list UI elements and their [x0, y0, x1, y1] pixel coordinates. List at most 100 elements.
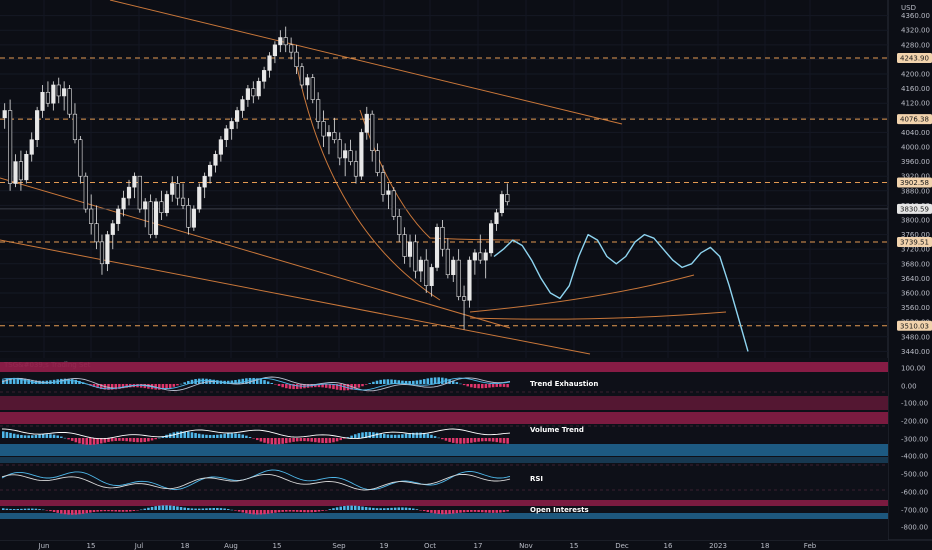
open-interest-bar: [346, 505, 350, 510]
volume-trend-bar: [89, 438, 92, 445]
open-interest-bar: [462, 510, 466, 513]
volume-trend-bar: [252, 438, 255, 439]
volume-trend-bar: [107, 438, 110, 442]
volume-trend-bar: [45, 434, 49, 438]
trend-exhaustion-bar: [335, 384, 339, 390]
price-tag-label: 4076.38: [900, 116, 929, 124]
candle-body: [278, 37, 283, 46]
candle-body: [375, 150, 380, 173]
open-interest-bar: [459, 510, 462, 513]
candle-body: [267, 55, 272, 71]
open-interest-bar: [437, 510, 440, 514]
volume-trend-bar: [491, 438, 495, 442]
open-interest-bar: [27, 508, 30, 510]
volume-trend-bar: [237, 433, 241, 438]
time-tick-label: 15: [570, 542, 579, 550]
open-interest-bar: [408, 507, 411, 510]
open-interest-bar: [314, 510, 317, 513]
open-interest-bar: [38, 509, 41, 510]
price-tag: [897, 114, 932, 125]
trend-exhaustion-bar: [158, 384, 161, 390]
price-tag: [897, 53, 932, 64]
candle-body: [94, 223, 99, 243]
trend-exhaustion-bar: [499, 384, 502, 387]
blue-band: [0, 444, 888, 456]
volume-trend-bar: [332, 438, 335, 443]
pink-band: [0, 396, 888, 410]
trend-exhaustion-bar: [263, 380, 266, 384]
open-interest-bar: [401, 507, 404, 510]
open-interest-bar: [67, 510, 70, 515]
candle-body: [2, 110, 7, 119]
trend-exhaustion-bar: [259, 379, 263, 384]
open-interest-bar: [78, 510, 81, 515]
trend-exhaustion-bar: [372, 381, 375, 384]
candle-body: [235, 110, 240, 122]
open-interest-bar: [386, 508, 390, 510]
trend-exhaustion-bar: [506, 384, 509, 388]
volume-trend-bar: [422, 432, 426, 438]
open-interest-bar: [277, 510, 281, 513]
candle-body: [137, 175, 142, 210]
trend-exhaustion-bar: [484, 384, 488, 389]
price-tick-label: 4000.00: [901, 144, 930, 152]
candle-body: [148, 201, 153, 235]
volume-trend-bar: [179, 431, 183, 438]
trend-exhaustion-bar: [390, 379, 393, 384]
price-tick-label: 3480.00: [901, 333, 930, 341]
trend-exhaustion-bar: [488, 384, 491, 388]
trend-exhaustion-bar: [426, 378, 430, 384]
candle-body: [359, 132, 364, 177]
volume-trend-bar: [343, 438, 346, 439]
trend-exhaustion-bar: [422, 379, 426, 384]
open-interest-bar: [179, 507, 183, 510]
open-interest-bar: [165, 505, 168, 510]
trend-exhaustion-bar: [473, 384, 477, 388]
candle-body: [256, 81, 261, 97]
open-interest-bar: [259, 510, 263, 515]
open-interest-bar: [372, 507, 375, 510]
candle-body: [153, 201, 159, 235]
open-interest-bar: [285, 510, 288, 512]
volume-trend-line: [1, 428, 511, 440]
candle-body: [326, 132, 332, 137]
candle-body: [332, 132, 337, 141]
candle-body: [116, 208, 121, 224]
open-interest-bar: [390, 507, 393, 510]
open-interest-bar: [107, 510, 110, 512]
volume-trend-bar: [49, 434, 52, 438]
volume-trend-bar: [259, 438, 263, 442]
candle-body: [478, 252, 483, 261]
volume-trend-bar: [459, 438, 462, 444]
volume-trend-bar: [353, 434, 357, 438]
trend-exhaustion-bar: [448, 379, 451, 384]
open-interest-bar: [5, 508, 9, 510]
open-interest-bar: [34, 508, 38, 510]
candle-body: [110, 223, 115, 235]
candle-body: [170, 183, 175, 195]
trend-exhaustion-bar: [393, 379, 397, 384]
time-axis[interactable]: Jun 15 Jul 18 Aug 15 Sep 19 Oct 17 Nov 15 Dec 16 2023 1…: [38, 542, 817, 550]
indicator-tick-label: 100.00: [901, 365, 926, 373]
volume-trend-bar: [480, 438, 484, 442]
trend-exhaustion-bar: [379, 379, 382, 384]
volume-trend-bar: [430, 434, 433, 438]
trend-exhaustion-bar: [339, 384, 342, 391]
time-tick-label: Dec: [615, 542, 629, 550]
volume-trend-bar: [219, 434, 223, 438]
indicator-tick-label: 0.00: [901, 383, 917, 391]
trend-exhaustion-bar: [241, 378, 245, 384]
volume-trend-bar: [437, 437, 440, 439]
open-interest-bar: [52, 510, 56, 513]
candle-body: [143, 201, 148, 210]
blue-band: [0, 457, 888, 463]
candle-body: [424, 259, 429, 286]
trend-exhaustion-bar: [9, 378, 12, 384]
volume-trend-bar: [158, 437, 161, 439]
candle-body: [224, 128, 229, 141]
indicator-pane-label: Trend Exhaustion: [530, 380, 598, 388]
volume-trend-bar: [346, 437, 350, 438]
volume-trend-bar: [299, 438, 303, 442]
indicator-pane-label: Open Interests: [530, 506, 589, 514]
